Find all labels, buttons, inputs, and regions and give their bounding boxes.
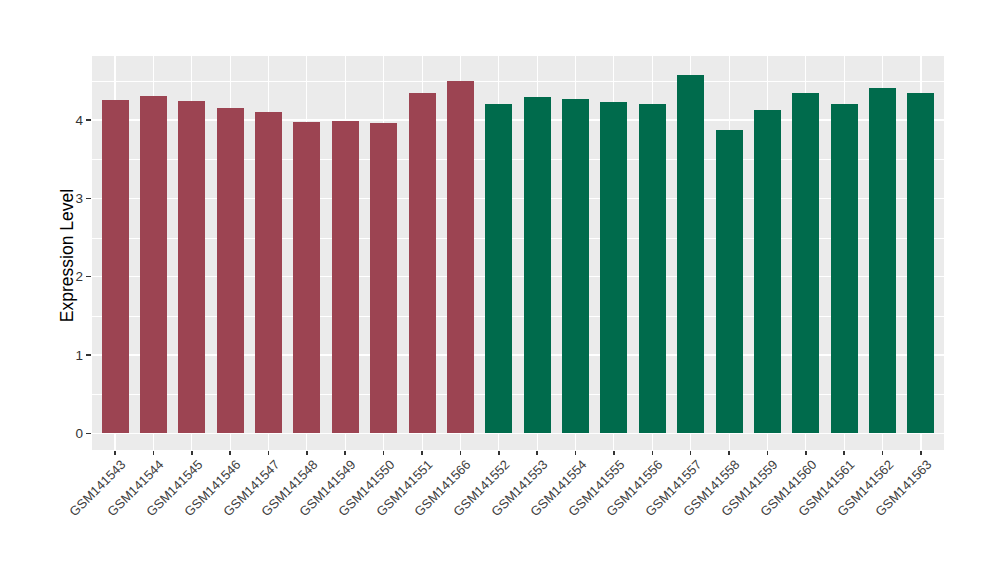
x-tick-mark xyxy=(383,451,385,456)
bar-GSM141544 xyxy=(140,96,167,433)
y-tick-mark xyxy=(86,198,91,200)
minor-gridline xyxy=(92,81,944,82)
bar-GSM141547 xyxy=(255,112,282,433)
x-tick-mark xyxy=(920,451,922,456)
y-tick-label: 2 xyxy=(53,270,83,283)
x-tick-mark xyxy=(652,451,654,456)
bar-GSM141555 xyxy=(600,102,627,433)
x-tick-mark xyxy=(153,451,155,456)
x-tick-mark xyxy=(690,451,692,456)
x-tick-mark xyxy=(498,451,500,456)
y-tick-label: 0 xyxy=(53,427,83,440)
x-tick-mark xyxy=(613,451,615,456)
bar-GSM141556 xyxy=(639,104,666,434)
bar-GSM141553 xyxy=(524,97,551,434)
x-tick-mark xyxy=(843,451,845,456)
y-axis-title: Expression Level xyxy=(57,126,78,386)
x-tick-mark xyxy=(229,451,231,456)
x-tick-mark xyxy=(460,451,462,456)
x-tick-mark xyxy=(575,451,577,456)
plot-panel xyxy=(92,56,944,450)
bar-GSM141566 xyxy=(447,81,474,433)
y-tick-mark xyxy=(86,276,91,278)
y-tick-mark xyxy=(86,354,91,356)
bar-GSM141549 xyxy=(332,121,359,433)
x-tick-mark xyxy=(882,451,884,456)
y-tick-label: 4 xyxy=(53,114,83,127)
x-tick-mark xyxy=(191,451,193,456)
bar-GSM141548 xyxy=(293,122,320,434)
y-tick-mark xyxy=(86,119,91,121)
bar-GSM141552 xyxy=(485,104,512,433)
y-tick-label: 1 xyxy=(53,349,83,362)
bar-GSM141562 xyxy=(869,88,896,433)
bar-GSM141550 xyxy=(370,123,397,433)
bar-GSM141543 xyxy=(102,100,129,434)
y-tick-label: 3 xyxy=(53,192,83,205)
bar-GSM141563 xyxy=(907,93,934,434)
x-tick-mark xyxy=(536,451,538,456)
x-tick-mark xyxy=(421,451,423,456)
bar-GSM141546 xyxy=(217,108,244,433)
bar-GSM141561 xyxy=(831,104,858,434)
x-tick-mark xyxy=(728,451,730,456)
y-tick-mark xyxy=(86,433,91,435)
bar-chart-figure: Expression Level 01234 GSM141543GSM14154… xyxy=(0,0,1000,580)
bar-GSM141559 xyxy=(754,110,781,433)
x-tick-mark xyxy=(805,451,807,456)
x-tick-mark xyxy=(306,451,308,456)
bar-GSM141551 xyxy=(409,93,436,434)
bar-GSM141557 xyxy=(677,75,704,434)
bar-GSM141560 xyxy=(792,93,819,434)
x-tick-mark xyxy=(114,451,116,456)
x-tick-mark xyxy=(344,451,346,456)
bar-GSM141554 xyxy=(562,99,589,433)
x-tick-mark xyxy=(268,451,270,456)
x-tick-mark xyxy=(767,451,769,456)
bar-GSM141558 xyxy=(716,130,743,433)
bar-GSM141545 xyxy=(178,101,205,433)
